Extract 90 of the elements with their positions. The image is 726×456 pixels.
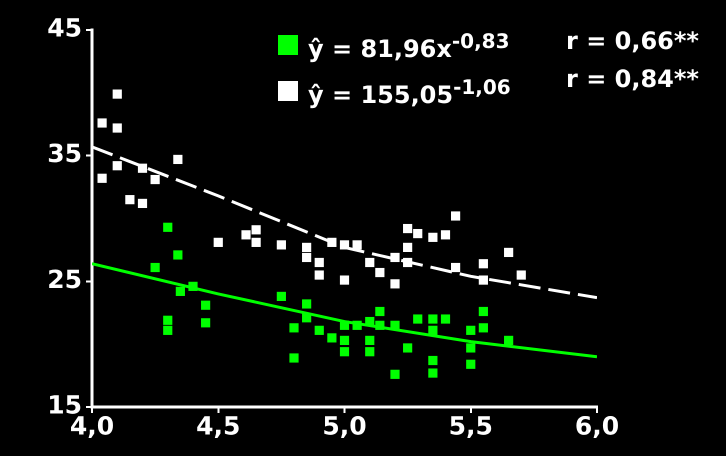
point: [340, 347, 350, 356]
x-tick-label: 4,5: [196, 412, 240, 440]
point: [413, 228, 422, 238]
point: [173, 154, 182, 164]
point: [478, 323, 488, 332]
point: [365, 316, 374, 326]
point: [340, 275, 350, 285]
point: [163, 326, 172, 335]
point: [390, 320, 400, 330]
point: [163, 316, 172, 325]
point: [478, 275, 488, 285]
point: [314, 258, 324, 268]
point: [241, 230, 251, 240]
point: [302, 299, 312, 309]
legend-label: ŷ = 81,96x$^{-0,83}$: [308, 28, 510, 65]
point: [375, 306, 384, 316]
point: [390, 279, 400, 288]
point: [451, 211, 460, 221]
point: [352, 320, 362, 330]
x-tick-label: 6,0: [574, 412, 620, 440]
point: [214, 238, 223, 247]
point: [375, 268, 384, 278]
annotation: r = 0,84**: [566, 64, 699, 95]
point: [150, 174, 160, 184]
point: [478, 259, 488, 268]
point: [365, 258, 374, 268]
point: [466, 343, 476, 353]
point: [428, 314, 438, 324]
point: [375, 320, 384, 330]
point: [466, 360, 476, 369]
point: [403, 242, 412, 252]
point: [201, 318, 210, 328]
point: [440, 314, 450, 324]
point: [413, 314, 422, 324]
point: [112, 89, 122, 99]
point: [289, 323, 299, 332]
x-tick-label: 5,0: [322, 412, 367, 440]
point: [163, 222, 172, 232]
point: [504, 248, 514, 258]
point: [314, 270, 324, 280]
point: [428, 356, 438, 366]
point: [125, 195, 134, 204]
point: [138, 164, 148, 173]
point: [302, 242, 312, 252]
point: [314, 326, 324, 335]
y-tick-label: 45: [47, 14, 82, 42]
point: [112, 123, 122, 133]
point: [173, 250, 182, 260]
point: [365, 347, 374, 356]
point: [403, 343, 412, 353]
point: [201, 300, 210, 310]
point: [327, 333, 336, 342]
point: [252, 238, 261, 247]
point: [428, 326, 438, 335]
point: [276, 292, 286, 302]
point: [98, 174, 107, 183]
point: [98, 118, 107, 128]
point: [302, 313, 312, 322]
point: [252, 225, 261, 234]
point: [340, 320, 350, 330]
point: [352, 240, 362, 250]
point: [302, 252, 312, 262]
annotation: r = 0,66**: [566, 26, 699, 57]
point: [504, 336, 514, 345]
point: [150, 262, 160, 272]
x-tick-label: 5,5: [448, 412, 493, 440]
point: [428, 368, 438, 378]
point: [176, 286, 185, 296]
point: [451, 262, 460, 272]
legend-label: ŷ = 155,05$^{-1,06}$: [308, 74, 511, 111]
point: [289, 353, 299, 363]
point: [340, 336, 350, 345]
point: [403, 224, 412, 234]
y-tick-label: 25: [47, 264, 82, 294]
point: [440, 230, 450, 240]
point: [188, 282, 198, 291]
point: [327, 238, 336, 247]
point: [428, 232, 438, 242]
point: [466, 326, 476, 335]
point: [340, 240, 350, 250]
point: [365, 336, 374, 345]
point: [390, 370, 400, 379]
point: [390, 252, 400, 262]
point: [478, 306, 488, 316]
y-tick-label: 35: [47, 139, 82, 168]
point: [276, 240, 286, 250]
point: [112, 161, 122, 170]
point: [138, 198, 148, 208]
point: [516, 270, 526, 280]
point: [403, 258, 412, 268]
